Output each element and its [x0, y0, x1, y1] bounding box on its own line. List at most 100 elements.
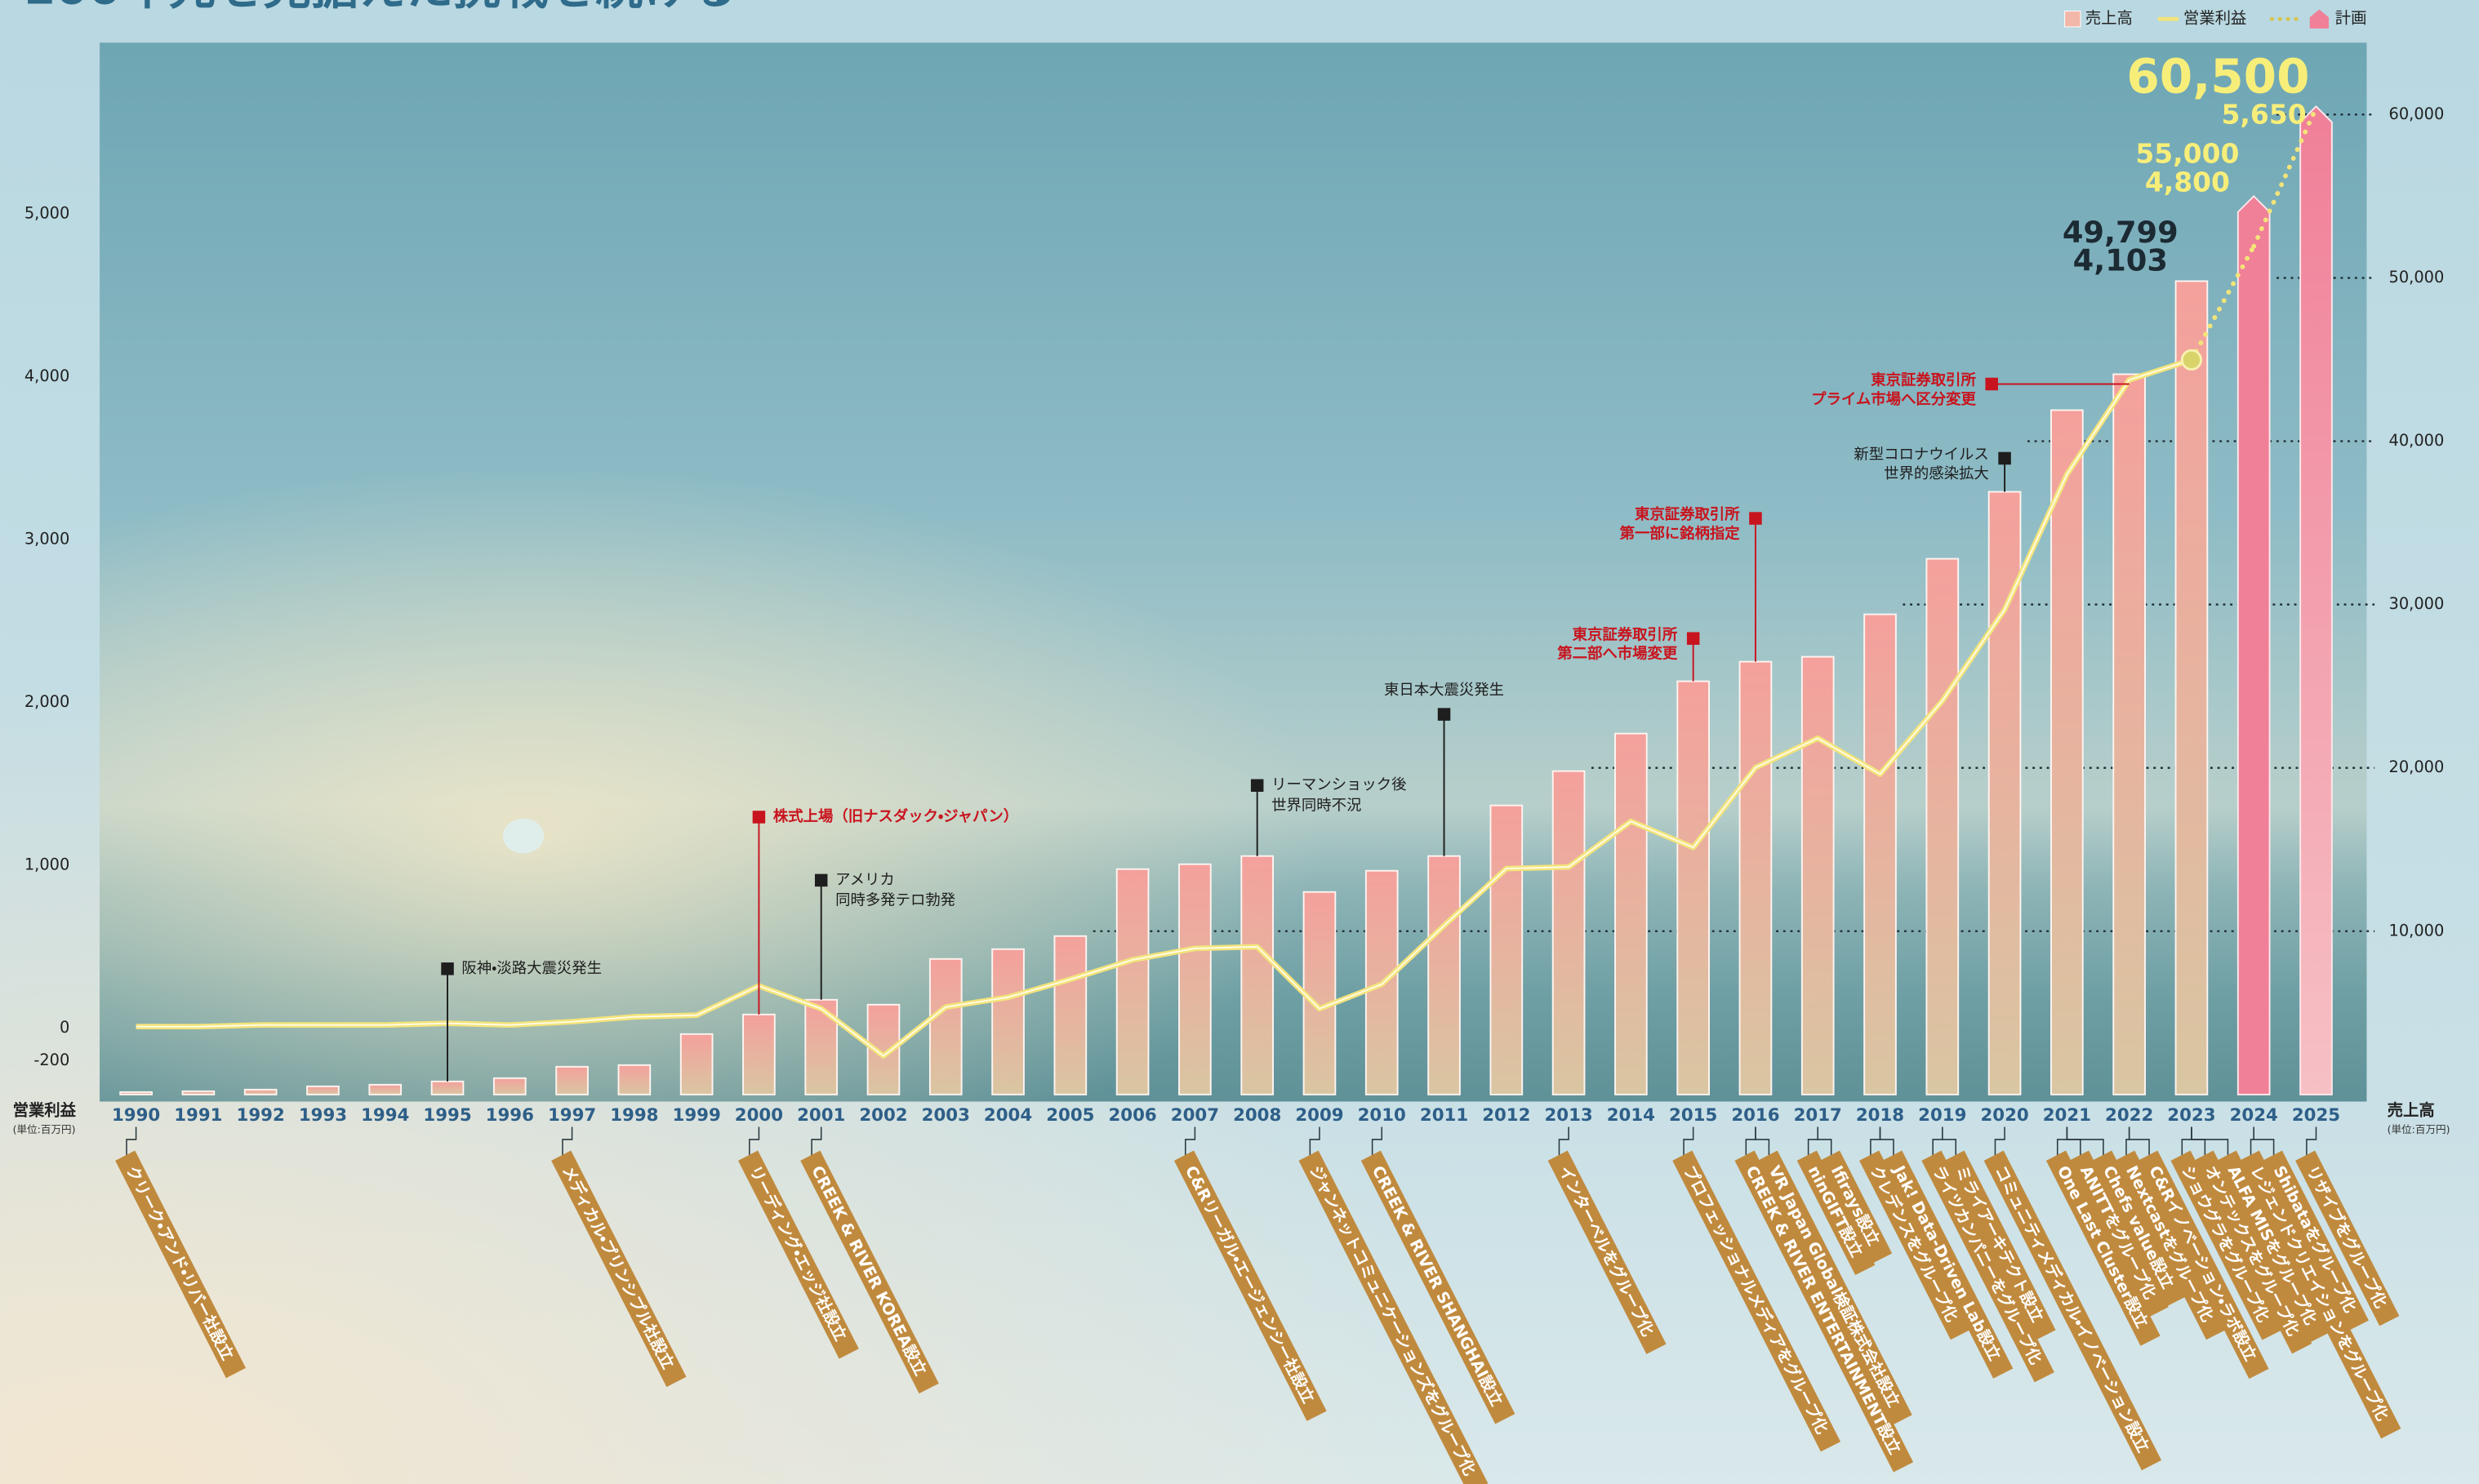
bar — [1304, 892, 1336, 1095]
y-tick-label: 1,000 — [24, 855, 69, 874]
x-tick-label: 2025 — [2292, 1105, 2340, 1126]
event-text: 新型コロナウイルス — [1854, 447, 1988, 464]
bar — [1241, 856, 1273, 1095]
y2-tick-label: 30,000 — [2389, 594, 2445, 613]
bar — [2051, 410, 2083, 1094]
bar — [432, 1082, 464, 1095]
chart: 100年先を見据えた挑戦を続ける 営業利益 (単位:百万円) 売上高 (単位:百… — [0, 0, 2479, 1484]
event-marker — [753, 811, 765, 823]
x-tick-label: 2017 — [1794, 1105, 1842, 1126]
x-tick-label: 2019 — [1918, 1105, 1966, 1126]
event-text: 東京証券取引所 — [1573, 625, 1678, 643]
y-tick-label: 5,000 — [24, 203, 69, 222]
bar — [1179, 864, 1211, 1095]
chart-title: 100年先を見据えた挑戦を続ける — [22, 0, 737, 15]
bar — [307, 1086, 339, 1095]
x-tick-label: 1998 — [610, 1105, 658, 1126]
plan-bar — [2238, 196, 2270, 1094]
event-text: プライム市場へ区分変更 — [1811, 390, 1976, 408]
y-axis-unit: (単位:百万円) — [13, 1123, 76, 1135]
event-text: リーマンショック後 — [1271, 776, 1406, 793]
y2-axis-unit: (単位:百万円) — [2388, 1123, 2450, 1135]
plan-value-label: 55,000 — [2135, 138, 2239, 170]
event-text: 世界的感染拡大 — [1884, 465, 1989, 482]
event-text: 世界同時不況 — [1271, 797, 1361, 814]
y2-tick-label: 40,000 — [2389, 431, 2445, 450]
bar — [1428, 856, 1460, 1095]
bar — [1864, 615, 1896, 1095]
event-marker — [1687, 632, 1699, 644]
event-marker — [1998, 452, 2010, 464]
x-tick-label: 1991 — [174, 1105, 222, 1126]
bar — [1054, 936, 1086, 1095]
x-tick-label: 2018 — [1856, 1105, 1904, 1126]
event-text: 同時多発テロ勃発 — [835, 892, 955, 909]
value-label: 4,103 — [2073, 243, 2168, 278]
bar — [992, 949, 1024, 1095]
x-tick-label: 2021 — [2043, 1105, 2091, 1126]
event-text: 第二部へ市場変更 — [1557, 645, 1678, 663]
x-tick-label: 1990 — [112, 1105, 160, 1126]
x-tick-label: 2023 — [2167, 1105, 2215, 1126]
bar — [1490, 806, 1522, 1095]
y2-tick-label: 60,000 — [2389, 104, 2445, 123]
bar — [743, 1015, 775, 1095]
event-text: 東京証券取引所 — [1871, 371, 1976, 389]
x-tick-label: 2020 — [1980, 1105, 2028, 1126]
plan-bar — [2300, 106, 2332, 1095]
bar — [930, 959, 962, 1095]
bar — [2176, 281, 2208, 1094]
event-text: アメリカ — [835, 871, 895, 888]
event-marker — [1251, 779, 1263, 791]
bar — [556, 1067, 588, 1095]
x-tick-label: 2015 — [1669, 1105, 1717, 1126]
x-tick-label: 2010 — [1358, 1105, 1406, 1126]
x-tick-label: 2016 — [1731, 1105, 1779, 1126]
event-text: 株式上場（旧ナスダック・ジャパン） — [773, 807, 1018, 825]
y-axis-title: 営業利益 — [13, 1101, 77, 1120]
legend-label: 計画 — [2335, 9, 2367, 28]
x-tick-label: 1992 — [237, 1105, 285, 1126]
legend: 売上高営業利益計画 — [2065, 9, 2367, 29]
event-marker — [1438, 708, 1450, 720]
x-tick-label: 2003 — [922, 1105, 970, 1126]
x-tick-label: 2022 — [2105, 1105, 2153, 1126]
x-tick-label: 1997 — [548, 1105, 596, 1126]
event-marker — [1749, 512, 1761, 524]
x-tick-label: 2005 — [1046, 1105, 1094, 1126]
bar — [120, 1092, 152, 1095]
y2-tick-label: 20,000 — [2389, 758, 2445, 776]
event-text: 東京証券取引所 — [1635, 505, 1740, 523]
event-text: 阪神・淡路大震災発生 — [461, 960, 602, 977]
y-tick-label: 0 — [60, 1018, 69, 1037]
x-tick-label: 2006 — [1109, 1105, 1157, 1126]
bar — [1553, 771, 1585, 1095]
x-tick-label: 1996 — [486, 1105, 534, 1126]
y-tick-label: 3,000 — [24, 529, 69, 548]
y-tick-label: -200 — [33, 1051, 69, 1069]
sun — [503, 819, 544, 854]
bar — [245, 1090, 277, 1095]
bar — [1615, 734, 1647, 1095]
y-tick-label: 2,000 — [24, 692, 69, 711]
x-tick-label: 2004 — [984, 1105, 1032, 1126]
x-tick-label: 2014 — [1607, 1105, 1655, 1126]
x-tick-label: 1995 — [423, 1105, 471, 1126]
event-marker — [441, 962, 453, 975]
plan-value-label: 4,800 — [2145, 166, 2230, 198]
bar — [1802, 657, 1834, 1095]
x-tick-label: 2008 — [1233, 1105, 1281, 1126]
x-tick-label: 2011 — [1420, 1105, 1468, 1126]
x-tick-label: 2024 — [2230, 1105, 2278, 1126]
x-tick-label: 2001 — [797, 1105, 845, 1126]
x-tick-label: 1993 — [299, 1105, 347, 1126]
event-marker — [815, 874, 827, 886]
x-tick-label: 1994 — [361, 1105, 409, 1126]
bar — [2113, 374, 2145, 1094]
x-tick-label: 2009 — [1295, 1105, 1343, 1126]
bar — [1926, 559, 1958, 1095]
plan-start — [2182, 350, 2201, 369]
legend-swatch — [2065, 11, 2081, 27]
bar — [369, 1085, 401, 1095]
event-text: 東日本大震災発生 — [1384, 682, 1504, 699]
